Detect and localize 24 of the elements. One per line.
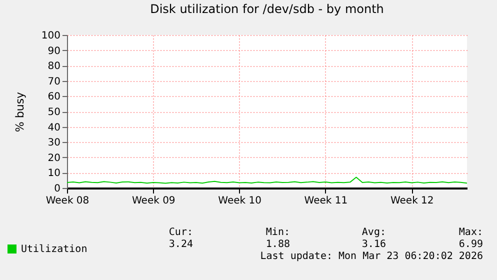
y-tick-label: 70	[48, 76, 60, 88]
y-tick-label: 0	[54, 184, 60, 194]
y-tick-label: 30	[48, 138, 60, 149]
y-axis-title: % busy	[13, 91, 26, 132]
y-tick-label: 80	[48, 61, 60, 72]
text: Max: 6.99	[458, 227, 483, 251]
x-tick-label: Week 11	[304, 196, 348, 206]
x-tick-label: Week 09	[132, 196, 176, 206]
x-tick-label: Week 10	[218, 196, 262, 206]
y-tick-label: 40	[48, 122, 60, 134]
y-tick-label: 10	[48, 168, 60, 180]
y-tick-label: 50	[48, 107, 60, 118]
legend-label: Utilization	[21, 244, 88, 255]
y-tick-label: 90	[48, 46, 60, 57]
y-tick-label: 20	[48, 152, 60, 164]
text: Cur: 3.24	[168, 227, 193, 251]
y-tick-label: 100	[41, 30, 60, 42]
x-tick-label: Week 08	[46, 196, 90, 206]
y-tick-label: 60	[48, 92, 60, 103]
chart-title: Disk utilization for /dev/sdb - by month	[150, 2, 384, 16]
text: Last update: Mon Mar 23 06:20:02 2026	[260, 251, 483, 263]
x-tick-label: Week 12	[390, 196, 434, 206]
text: Min: 1.88	[266, 227, 290, 251]
text: Avg: 3.16	[362, 227, 386, 251]
